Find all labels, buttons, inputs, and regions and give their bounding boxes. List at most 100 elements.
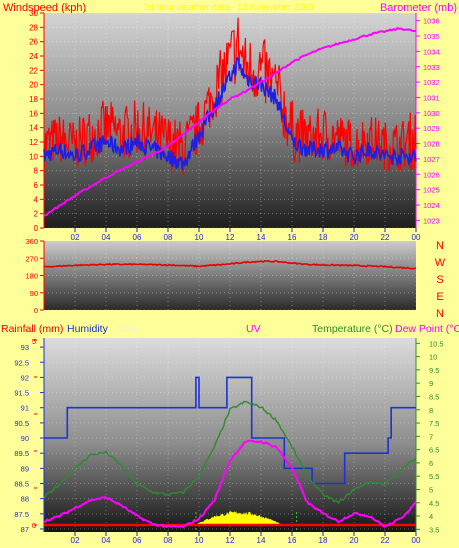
wind-tick-label: 20 [29, 81, 38, 90]
weather-time-label: 02 [71, 536, 80, 543]
rainfall-zero-label: 0 [32, 521, 36, 530]
barometer-tick-label: 1029 [423, 124, 440, 133]
temperature-label: Temperature (°C) [312, 323, 393, 335]
solar-area [191, 511, 285, 526]
direction-axis-ticks: 0 90 180 270 360 [25, 237, 44, 315]
wind-time-label: 22 [381, 233, 390, 242]
weather-series [43, 376, 417, 529]
weather-time-label: 06 [133, 536, 142, 543]
weather-axis-ticks: 8787.58888.58989.59090.59191.59292.59305… [14, 337, 443, 545]
barometer-tick-label: 1026 [423, 170, 440, 179]
direction-letter-n-bottom: N [436, 308, 444, 320]
uv-label: UV [246, 323, 261, 335]
wind-tick-label: 26 [29, 38, 38, 47]
barometer-tick-label: 1028 [423, 140, 440, 149]
barometer-tick-label: 1025 [423, 186, 440, 195]
temperature-tick-label: 6 [429, 459, 433, 468]
humidity-tick-label: 89 [21, 464, 29, 473]
barometer-tick-label: 1034 [423, 47, 440, 56]
barometer-tick-label: 1030 [423, 109, 440, 118]
humidity-tick-label: 92 [21, 373, 29, 382]
humidity-line [44, 376, 416, 485]
weather-time-label: 22 [381, 536, 390, 543]
barometer-tick-label: 1036 [423, 17, 440, 26]
weather-time-label: 10 [195, 536, 204, 543]
direction-letter-n-top: N [436, 240, 444, 252]
humidity-tick-label: 90 [21, 434, 29, 443]
temperature-tick-label: 9 [429, 379, 433, 388]
humidity-label: Humidity [67, 323, 109, 335]
barometer-tick-label: 1023 [423, 216, 440, 225]
chart-date-title: 24 hour weather data - 13 November 2003 [144, 2, 314, 12]
rainfall-max-label: 5 [32, 337, 36, 346]
humidity-tick-label: 92.5 [14, 358, 29, 367]
dewpoint-line [43, 439, 417, 529]
direction-tick-label: 0 [34, 306, 38, 315]
temperature-tick-label: 4.5 [429, 499, 439, 508]
wind-time-label: 14 [257, 233, 266, 242]
temperature-tick-label: 4 [429, 512, 433, 521]
barometer-title: Barometer (mb) [380, 2, 457, 14]
direction-letter-e: E [436, 291, 443, 303]
humidity-tick-label: 88.5 [14, 480, 29, 489]
temperature-tick-label: 8.5 [429, 392, 439, 401]
wind-series [43, 17, 417, 217]
weather-time-label: 12 [226, 536, 235, 543]
wind-tick-label: 24 [29, 52, 38, 61]
direction-panel [44, 241, 416, 310]
temperature-tick-label: 3.5 [429, 525, 439, 534]
temperature-tick-label: 7 [429, 432, 433, 441]
weather-time-label: 18 [319, 536, 328, 543]
weather-time-label: 00 [412, 536, 421, 543]
humidity-tick-label: 90.5 [14, 419, 29, 428]
temperature-tick-label: 8 [429, 406, 433, 415]
wind-tick-label: 12 [29, 138, 38, 147]
weather-panel [44, 338, 416, 532]
wind-tick-label: 8 [34, 167, 39, 176]
direction-tick-label: 180 [25, 272, 38, 281]
temperature-line [43, 400, 417, 505]
wind-time-label: 02 [71, 233, 80, 242]
humidity-tick-label: 93 [21, 343, 29, 352]
barometer-tick-label: 1035 [423, 32, 440, 41]
temperature-tick-label: 7.5 [429, 419, 439, 428]
direction-tick-label: 90 [30, 289, 38, 298]
wind-tick-label: 18 [29, 95, 38, 104]
weather-time-label: 04 [102, 536, 111, 543]
wind-tick-label: 6 [34, 181, 39, 190]
barometer-tick-label: 1033 [423, 63, 440, 72]
weather-time-label: 20 [350, 536, 359, 543]
windspeed-gust-line [43, 17, 417, 176]
wind-time-label: 20 [350, 233, 359, 242]
humidity-tick-label: 88 [21, 495, 29, 504]
direction-letter-w: W [435, 257, 446, 269]
humidity-tick-label: 87 [21, 525, 29, 534]
wind-tick-label: 10 [29, 152, 38, 161]
direction-letter-s: S [436, 274, 443, 286]
direction-tick-label: 270 [25, 254, 38, 263]
solar-label: Solar [116, 323, 141, 335]
wind-time-label: 16 [288, 233, 297, 242]
weather-time-label: 14 [257, 536, 266, 543]
dewpoint-label: Dew Point (°C) [395, 323, 459, 335]
temperature-tick-label: 10 [429, 353, 437, 362]
wind-time-label: 12 [226, 233, 235, 242]
wind-tick-label: 2 [34, 210, 39, 219]
direction-tick-label: 360 [25, 237, 38, 246]
humidity-tick-label: 91.5 [14, 389, 29, 398]
wind-time-label: 08 [164, 233, 173, 242]
wind-tick-label: 22 [29, 66, 38, 75]
barometer-tick-label: 1032 [423, 78, 440, 87]
wind-time-label: 00 [412, 233, 421, 242]
barometer-tick-label: 1031 [423, 93, 440, 102]
wind-axis-ticks: 0246810121416182022242628301023102410251… [29, 9, 440, 242]
windspeed-title: Windspeed (kph) [3, 2, 86, 14]
rainfall-label: Rainfall (mm) [1, 323, 63, 335]
wind-direction-line [43, 259, 417, 270]
wind-time-label: 04 [102, 233, 111, 242]
humidity-tick-label: 89.5 [14, 449, 29, 458]
wind-tick-label: 16 [29, 109, 38, 118]
wind-time-label: 06 [133, 233, 142, 242]
barometer-tick-label: 1027 [423, 155, 440, 164]
